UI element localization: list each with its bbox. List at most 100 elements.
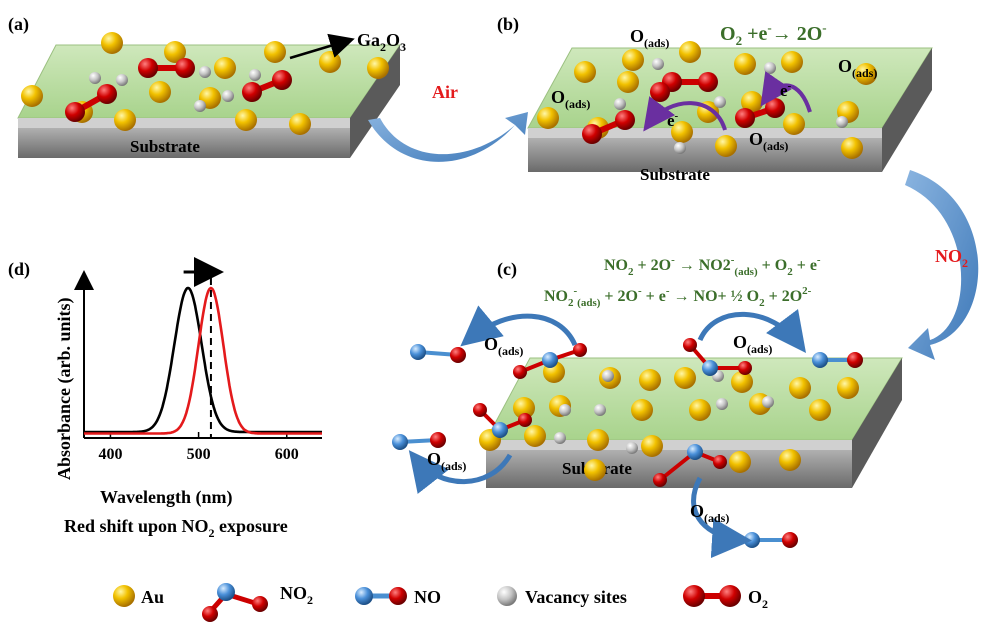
no-molecule [392, 432, 446, 450]
au-nanoparticle [149, 81, 171, 103]
panel-a-label: (a) [8, 14, 29, 35]
au-nanoparticle [21, 85, 43, 107]
o-ads-label-c3: O(ads) [427, 449, 466, 473]
vacancy-site [764, 62, 776, 74]
au-nanoparticle [689, 399, 711, 421]
o-ads-label-b3: O(ads) [551, 87, 590, 111]
au-nanoparticle [781, 51, 803, 73]
au-nanoparticle [779, 449, 801, 471]
au-nanoparticle [783, 113, 805, 135]
chart-x-axis-label: Wavelength (nm) [100, 487, 233, 508]
o-ads-label-b2: O(ads) [838, 56, 877, 80]
au-nanoparticle [367, 57, 389, 79]
o2-molecule [138, 58, 195, 78]
au-nanoparticle [741, 91, 763, 113]
panel-a-substrate-top [18, 118, 350, 128]
au-nanoparticle [524, 425, 546, 447]
panel-c-atoms [392, 338, 863, 548]
chart-x-tick-label: 400 [98, 446, 122, 463]
panel-c-substrate-top [486, 440, 852, 450]
no2-label: NO2 [935, 246, 968, 270]
au-nanoparticle [841, 137, 863, 159]
au-nanoparticle [319, 51, 341, 73]
vacancy-site [626, 442, 638, 454]
panel-a-atoms [21, 32, 389, 135]
chart-series-line-1 [84, 286, 322, 434]
legend-vacancy-label: Vacancy sites [525, 587, 627, 607]
panel-c-label: (c) [497, 259, 517, 280]
panel-b-atoms [537, 41, 877, 159]
air-label: Air [432, 82, 458, 102]
au-nanoparticle [729, 451, 751, 473]
electron-label-right: e- [780, 80, 792, 100]
au-nanoparticle [639, 369, 661, 391]
au-nanoparticle [264, 41, 286, 63]
panel-a: (a) Substrate Ga2O3 [8, 14, 406, 158]
au-nanoparticle [164, 41, 186, 63]
legend-o2-label: O2 [748, 587, 768, 611]
no-molecule [812, 352, 863, 368]
vacancy-site [222, 90, 234, 102]
o-ads-label-c2: O(ads) [733, 332, 772, 356]
o2-molecule [662, 72, 718, 92]
desorption-arrow-4 [691, 476, 752, 559]
o-ads-label-b1: O(ads) [630, 26, 669, 50]
au-nanoparticle [537, 107, 559, 129]
vacancy-site [554, 432, 566, 444]
no-molecule [744, 532, 798, 548]
electron-transfer-arrow-left [643, 96, 727, 132]
ga2o3-label: Ga2O3 [357, 30, 406, 54]
legend-o2-icon [683, 585, 741, 607]
legend-au-label: Au [141, 587, 164, 607]
panel-c: (c) NO2 + 2O- → NO2-(ads) + O2 + e- NO2-… [392, 254, 903, 559]
au-nanoparticle [715, 135, 737, 157]
panel-d: (d) 400 500 600 Wavelength (nm) Absorbance… [8, 257, 322, 540]
panel-b-substrate-label: Substrate [640, 165, 710, 184]
au-nanoparticle [679, 41, 701, 63]
desorption-arrow-1 [460, 305, 578, 347]
vacancy-site [614, 98, 626, 110]
vacancy-site [652, 58, 664, 70]
legend-no2-icon [202, 583, 268, 622]
au-nanoparticle [837, 377, 859, 399]
au-nanoparticle [114, 109, 136, 131]
au-nanoparticle [809, 399, 831, 421]
chart-x-tick-label: 500 [187, 446, 211, 463]
no2-adsorption-equation: NO2 + 2O- → NO2-(ads) + O2 + e- [604, 254, 821, 278]
panel-d-label: (d) [8, 259, 30, 280]
vacancy-site [836, 116, 848, 128]
vacancy-site [762, 396, 774, 408]
au-nanoparticle [855, 63, 877, 85]
vacancy-site [716, 398, 728, 410]
vacancy-site [194, 100, 206, 112]
ga2o3-pointer-arrow [289, 33, 355, 60]
legend-no2-label: NO2 [280, 583, 313, 607]
no2-molecule [513, 343, 587, 379]
au-nanoparticle [289, 113, 311, 135]
au-nanoparticle [235, 109, 257, 131]
air-transition: Air [368, 82, 528, 162]
legend-vacancy-icon [497, 586, 517, 606]
o2-molecule [65, 84, 117, 122]
panel-a-substrate-front [18, 128, 350, 158]
vacancy-site [116, 74, 128, 86]
chart-y-axis-label: Absorbance (arb. units) [54, 297, 75, 480]
panel-c-substrate-front [486, 450, 852, 488]
no2-transition: NO2 [905, 170, 979, 360]
au-nanoparticle [214, 57, 236, 79]
no2-curved-arrow [905, 170, 979, 360]
vacancy-site [714, 96, 726, 108]
absorbance-chart: 400 500 600 [74, 257, 322, 463]
au-nanoparticle [622, 49, 644, 71]
electron-label-left: e- [667, 110, 679, 130]
desorption-arrow-3 [408, 450, 513, 494]
electron-transfer-arrow-right [760, 71, 812, 113]
no2-molecule [653, 444, 727, 487]
au-nanoparticle [101, 32, 123, 54]
no2-molecule [683, 338, 752, 376]
au-nanoparticle [587, 429, 609, 451]
chart-x-tick-label: 600 [275, 446, 299, 463]
legend: Au NO2 NO Vacancy sites O2 [113, 583, 768, 622]
vacancy-site [559, 404, 571, 416]
